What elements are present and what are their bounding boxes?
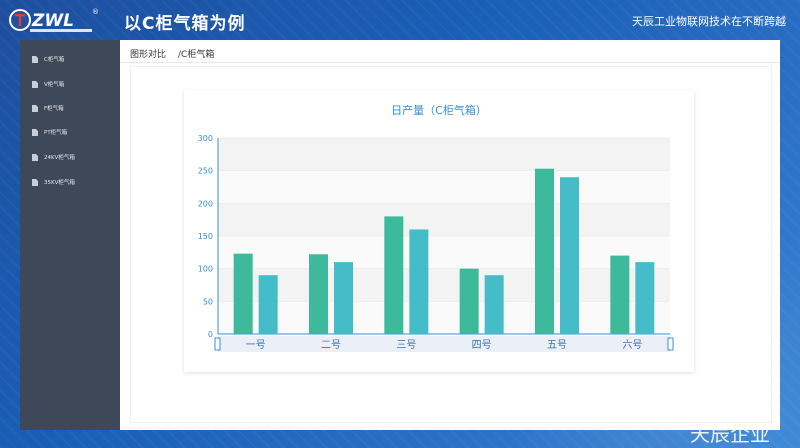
grid-band xyxy=(218,301,670,334)
zoom-handle-right xyxy=(667,337,674,351)
breadcrumb-current: /C柜气箱 xyxy=(178,50,215,60)
sidebar-item-pt-cabinet[interactable]: PT柜气箱 xyxy=(32,125,67,139)
document-icon xyxy=(32,178,38,186)
bar xyxy=(610,255,630,334)
header-slogan: 天辰工业物联网技术在不断跨越 xyxy=(632,15,786,28)
company-logo: ZWL ® xyxy=(8,5,102,35)
bar-chart: 0 50 100 150 200 250 300 一号 二号 三号 四号 五号 六号 xyxy=(198,134,674,352)
grid-band xyxy=(218,236,670,269)
bar xyxy=(459,268,479,334)
x-tick-label: 六号 xyxy=(622,339,642,351)
header-bar: ZWL ® 以C柜气箱为例 天辰工业物联网技术在不断跨越 xyxy=(0,0,800,40)
x-tick-label: 三号 xyxy=(396,339,416,351)
chart-card: 日产量（C柜气箱） 0 50 100 150 200 250 300 一号 二号 三号 四号 五号 六号 xyxy=(184,90,694,372)
breadcrumb-root[interactable]: 图形对比 xyxy=(130,50,167,60)
document-icon xyxy=(32,153,38,161)
bar xyxy=(635,262,655,334)
document-icon xyxy=(32,55,38,63)
y-tick-label: 0 xyxy=(208,330,213,339)
y-tick-label: 200 xyxy=(198,199,213,208)
grid-band xyxy=(218,268,670,302)
x-tick-label: 四号 xyxy=(472,339,492,351)
svg-text:ZWL: ZWL xyxy=(31,11,74,31)
sidebar-item-label: 35KV柜气箱 xyxy=(44,180,75,186)
breadcrumb: 图形对比/C柜气箱 xyxy=(130,47,214,60)
document-icon xyxy=(32,104,38,112)
sidebar-item-label: V柜气箱 xyxy=(44,82,65,88)
sidebar-item-label: PT柜气箱 xyxy=(44,130,68,136)
document-icon xyxy=(32,128,38,136)
sidebar-item-label: F柜气箱 xyxy=(44,106,64,112)
bar xyxy=(484,275,504,334)
bar xyxy=(560,177,579,334)
sidebar-item-c-cabinet[interactable]: C柜气箱 xyxy=(32,52,64,66)
sidebar-item-f-cabinet[interactable]: F柜气箱 xyxy=(32,101,64,115)
sidebar-item-24kv-cabinet[interactable]: 24KV柜气箱 xyxy=(32,150,75,164)
sidebar-item-35kv-cabinet[interactable]: 35KV柜气箱 xyxy=(32,175,75,189)
grid-band xyxy=(218,170,670,204)
divider xyxy=(120,62,780,63)
bar xyxy=(384,216,404,334)
bar xyxy=(409,229,429,334)
sidebar: C柜气箱 V柜气箱 F柜气箱 PT柜气箱 24KV柜气箱 35KV柜气箱 xyxy=(20,40,120,430)
grid-band xyxy=(218,138,670,171)
bar xyxy=(258,275,278,334)
zoom-handle-left xyxy=(214,337,221,351)
grid-band xyxy=(218,203,670,236)
watermark: 天辰企业 xyxy=(690,422,770,446)
y-tick-label: 100 xyxy=(198,265,213,274)
x-tick-label: 一号 xyxy=(246,339,266,351)
watermark-text: 天辰企业 xyxy=(690,422,770,446)
bar xyxy=(233,253,253,334)
y-tick-label: 250 xyxy=(198,167,213,176)
sidebar-item-label: 24KV柜气箱 xyxy=(44,155,75,161)
document-icon xyxy=(32,80,38,88)
sidebar-item-v-cabinet[interactable]: V柜气箱 xyxy=(32,77,64,91)
main-content: 图形对比/C柜气箱 日产量（C柜气箱） 0 50 100 150 200 250 300 一号… xyxy=(120,40,780,430)
y-tick-label: 150 xyxy=(198,232,213,241)
chart-panel xyxy=(130,66,772,423)
bar xyxy=(309,254,328,334)
zoom-slider-track xyxy=(218,336,670,352)
x-tick-label: 五号 xyxy=(547,339,567,351)
sidebar-item-label: C柜气箱 xyxy=(44,57,65,63)
bar xyxy=(535,168,554,334)
svg-text:®: ® xyxy=(92,8,99,16)
app-window: C柜气箱 V柜气箱 F柜气箱 PT柜气箱 24KV柜气箱 35KV柜气箱 图形对… xyxy=(20,40,780,430)
chart-title: 日产量（C柜气箱） xyxy=(391,104,487,117)
page-title: 以C柜气箱为例 xyxy=(124,14,246,34)
y-tick-label: 300 xyxy=(198,134,213,143)
x-tick-label: 二号 xyxy=(321,339,341,351)
bar xyxy=(334,262,353,334)
y-tick-label: 50 xyxy=(203,297,213,306)
